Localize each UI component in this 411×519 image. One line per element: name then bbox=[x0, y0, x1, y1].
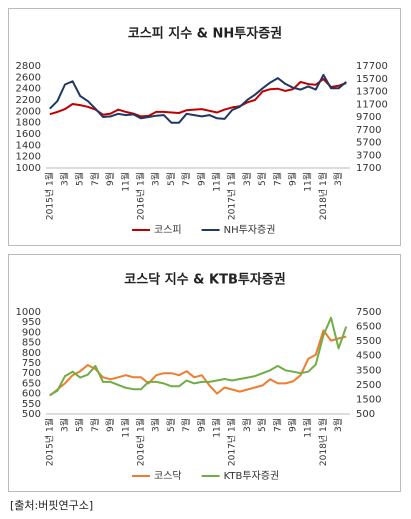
y-tick-label: 1600 bbox=[16, 129, 41, 140]
x-tick-label: 7월 bbox=[89, 418, 101, 432]
y2-tick-label: 11700 bbox=[356, 99, 388, 110]
legend-label: KTB투자증권 bbox=[224, 470, 280, 482]
legend-label: NH투자증권 bbox=[224, 224, 276, 236]
series-line bbox=[49, 316, 348, 396]
x-tick-label: 7월 bbox=[180, 418, 192, 432]
x-tick-label: 2017년 1월 bbox=[226, 418, 238, 466]
y-tick-label: 950 bbox=[22, 317, 41, 328]
x-tick-label: 3월 bbox=[332, 172, 344, 186]
y2-tick-label: 3500 bbox=[356, 365, 381, 376]
y-tick-label: 2400 bbox=[16, 84, 41, 95]
x-tick-label: 2018년 1월 bbox=[317, 418, 329, 466]
x-tick-label: 2015년 1월 bbox=[43, 172, 55, 220]
y-tick-label: 800 bbox=[22, 348, 41, 359]
y2-tick-label: 9700 bbox=[356, 112, 381, 123]
x-tick-label: 2018년 1월 bbox=[317, 172, 329, 220]
x-tick-label: 2016년 1월 bbox=[135, 418, 147, 466]
chart-frame bbox=[8, 8, 401, 246]
y-tick-label: 900 bbox=[22, 327, 41, 338]
x-tick-label: 11월 bbox=[119, 418, 131, 438]
x-tick-label: 5월 bbox=[256, 418, 268, 432]
series-line bbox=[49, 73, 347, 124]
x-tick-label: 5월 bbox=[165, 172, 177, 186]
y-tick-label: 1200 bbox=[16, 152, 41, 163]
x-tick-label: 7월 bbox=[271, 418, 283, 432]
x-tick-label: 5월 bbox=[74, 172, 86, 186]
x-tick-label: 9월 bbox=[195, 172, 207, 186]
x-tick-label: 9월 bbox=[195, 418, 207, 432]
x-tick-label: 7월 bbox=[271, 172, 283, 186]
y2-tick-label: 500 bbox=[356, 409, 375, 420]
x-tick-label: 3월 bbox=[150, 172, 162, 186]
y2-tick-label: 1700 bbox=[356, 163, 381, 174]
y-tick-label: 2600 bbox=[16, 72, 41, 83]
x-tick-label: 3월 bbox=[150, 418, 162, 432]
source: [출처:버핏연구소] bbox=[10, 499, 93, 512]
x-tick-label: 11월 bbox=[302, 172, 314, 192]
y2-tick-label: 3700 bbox=[356, 150, 381, 161]
x-tick-label: 3월 bbox=[59, 172, 71, 186]
chart-frame bbox=[8, 254, 401, 492]
y-tick-label: 2800 bbox=[16, 61, 41, 72]
y2-tick-label: 6500 bbox=[356, 322, 381, 333]
y-tick-label: 1000 bbox=[16, 307, 41, 318]
y-tick-label: 650 bbox=[22, 378, 41, 389]
y-tick-label: 500 bbox=[22, 409, 41, 420]
y-tick-label: 2000 bbox=[16, 106, 41, 117]
x-tick-label: 5월 bbox=[256, 172, 268, 186]
x-tick-label: 2017년 1월 bbox=[226, 172, 238, 220]
x-tick-label: 11월 bbox=[211, 418, 223, 438]
x-tick-label: 2016년 1월 bbox=[135, 172, 147, 220]
x-tick-label: 9월 bbox=[287, 172, 299, 186]
y2-tick-label: 7700 bbox=[356, 125, 381, 136]
x-tick-label: 3월 bbox=[332, 418, 344, 432]
y-tick-label: 1400 bbox=[16, 140, 41, 151]
x-tick-label: 9월 bbox=[287, 418, 299, 432]
x-tick-label: 3월 bbox=[241, 418, 253, 432]
y-tick-label: 600 bbox=[22, 389, 41, 400]
y-tick-label: 750 bbox=[22, 358, 41, 369]
y-tick-label: 1800 bbox=[16, 118, 41, 129]
x-tick-label: 9월 bbox=[104, 418, 116, 432]
y2-tick-label: 17700 bbox=[356, 61, 388, 72]
legend-label: 코스피 bbox=[154, 224, 182, 236]
x-tick-label: 7월 bbox=[89, 172, 101, 186]
x-tick-label: 9월 bbox=[104, 172, 116, 186]
y-tick-label: 1000 bbox=[16, 163, 41, 174]
y2-tick-label: 15700 bbox=[356, 74, 388, 85]
y2-tick-label: 5500 bbox=[356, 336, 381, 347]
x-tick-label: 5월 bbox=[165, 418, 177, 432]
x-tick-label: 5월 bbox=[74, 418, 86, 432]
x-tick-label: 3월 bbox=[241, 172, 253, 186]
x-tick-label: 7월 bbox=[180, 172, 192, 186]
x-tick-label: 11월 bbox=[119, 172, 131, 192]
chart-title: 코스닥 지수 & KTB투자증권 bbox=[124, 272, 285, 288]
y-tick-label: 2200 bbox=[16, 95, 41, 106]
y-tick-label: 850 bbox=[22, 338, 41, 349]
y2-tick-label: 4500 bbox=[356, 351, 381, 362]
x-tick-label: 11월 bbox=[302, 418, 314, 438]
y-tick-label: 700 bbox=[22, 368, 41, 379]
x-tick-label: 2015년 1월 bbox=[43, 418, 55, 466]
x-tick-label: 11월 bbox=[211, 172, 223, 192]
x-tick-label: 3월 bbox=[59, 418, 71, 432]
legend-label: 코스닥 bbox=[154, 470, 182, 482]
y-tick-label: 550 bbox=[22, 399, 41, 410]
y2-tick-label: 7500 bbox=[356, 307, 381, 318]
y2-tick-label: 5700 bbox=[356, 138, 381, 149]
chart-title: 코스피 지수 & NH투자증권 bbox=[128, 27, 282, 42]
y2-tick-label: 2500 bbox=[356, 380, 381, 391]
y2-tick-label: 13700 bbox=[356, 87, 388, 98]
y2-tick-label: 1500 bbox=[356, 394, 381, 405]
